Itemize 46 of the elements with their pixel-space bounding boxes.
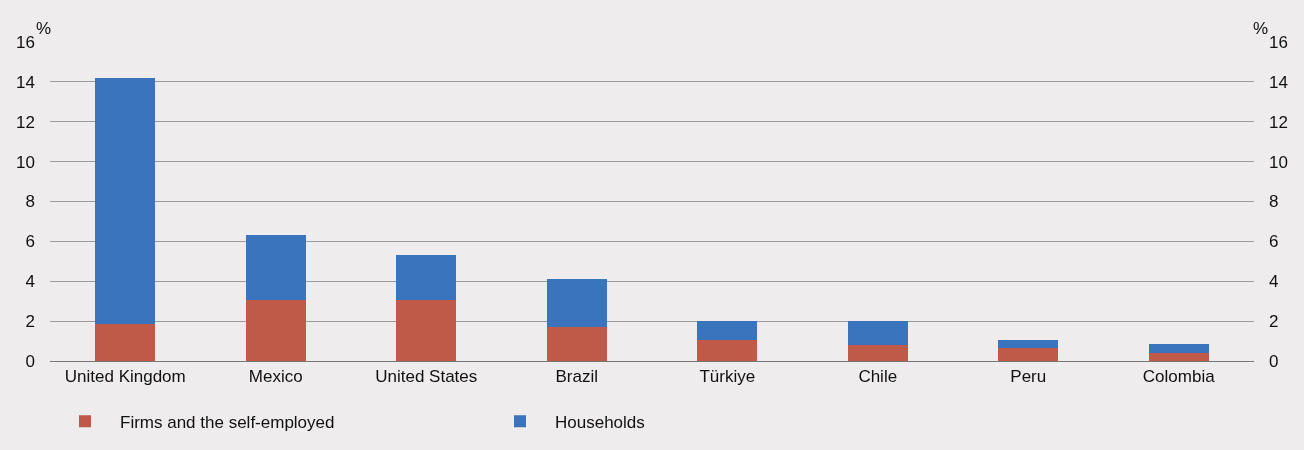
bar bbox=[396, 255, 457, 301]
bar bbox=[1148, 353, 1209, 361]
y2-tick-label: 2 bbox=[1269, 312, 1279, 332]
bar bbox=[546, 327, 607, 361]
y-tick-label: 4 bbox=[25, 272, 35, 292]
y2-tick-label: 4 bbox=[1269, 272, 1279, 292]
y2-tick-label: 8 bbox=[1269, 192, 1279, 212]
bar bbox=[998, 340, 1059, 349]
y-tick-label: 6 bbox=[25, 232, 35, 252]
y-tick-label: 14 bbox=[16, 72, 35, 92]
bar bbox=[95, 77, 156, 325]
bar bbox=[245, 235, 306, 301]
y-tick-label: 16 bbox=[16, 32, 35, 52]
y2-tick-label: 6 bbox=[1269, 232, 1279, 252]
y-tick-label: 8 bbox=[25, 192, 35, 212]
x-tick-label: Chile bbox=[858, 367, 898, 387]
y2-tick-label: 0 bbox=[1269, 351, 1279, 371]
legend-label: Households bbox=[555, 412, 645, 432]
y2-tick-label: 10 bbox=[1269, 152, 1288, 172]
y-tick-label: 2 bbox=[25, 312, 35, 332]
y2-tick-label: 16 bbox=[1269, 32, 1288, 52]
x-tick-label: Colombia bbox=[1142, 367, 1216, 387]
bar bbox=[245, 300, 306, 361]
bar bbox=[697, 321, 758, 341]
x-tick-label: Türkiye bbox=[699, 367, 756, 387]
bar bbox=[697, 340, 758, 361]
y2-tick-label: 14 bbox=[1269, 72, 1288, 92]
y-tick-label: 0 bbox=[25, 351, 35, 371]
x-tick-label: Brazil bbox=[555, 367, 599, 387]
y-tick-label: 10 bbox=[16, 152, 35, 172]
bar bbox=[546, 279, 607, 328]
y-tick-label: 12 bbox=[16, 112, 35, 132]
bar bbox=[396, 300, 457, 361]
bar bbox=[998, 348, 1059, 361]
x-tick-label: United States bbox=[375, 367, 478, 387]
x-tick-label: United Kingdom bbox=[64, 367, 186, 387]
x-tick-label: Mexico bbox=[248, 367, 303, 387]
bar bbox=[1148, 344, 1209, 354]
y2-axis-title: % bbox=[1253, 19, 1269, 38]
y2-tick-label: 12 bbox=[1269, 112, 1288, 132]
y-axis-title: % bbox=[36, 19, 52, 38]
bar bbox=[95, 324, 156, 361]
bar bbox=[847, 345, 908, 361]
legend-label: Firms and the self-employed bbox=[120, 412, 335, 432]
x-tick-label: Peru bbox=[1010, 367, 1047, 387]
bar bbox=[847, 321, 908, 346]
